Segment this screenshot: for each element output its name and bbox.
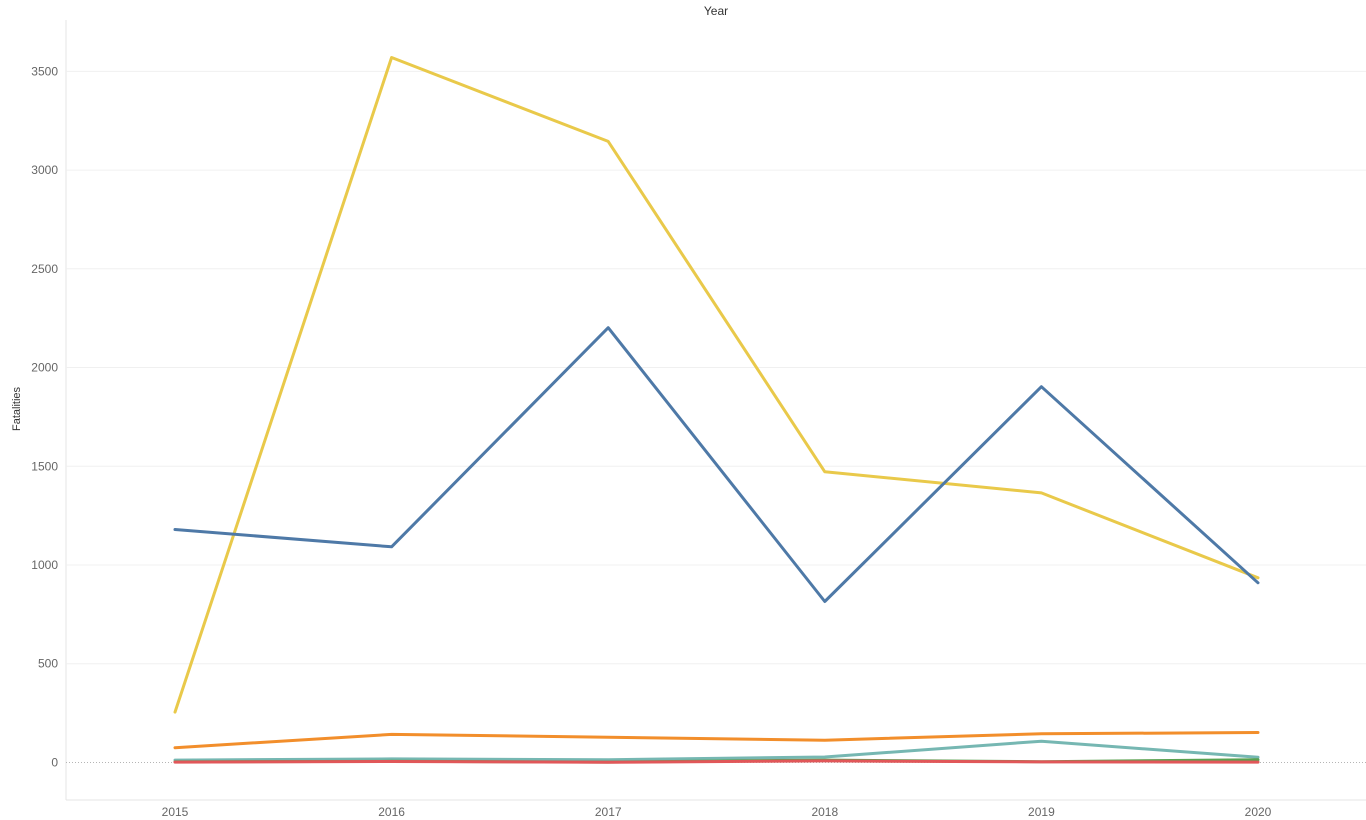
series-line-1: [173, 56, 1260, 714]
series-line-4: [173, 739, 1260, 762]
plot-area: 0 500 1000 1500 2000 2500 3000 3500 2015 2016 2017…: [31, 20, 1366, 819]
series-line-3: [173, 731, 1260, 750]
y-tick-label: 2000: [31, 361, 58, 375]
y-tick-label: 0: [51, 755, 58, 769]
x-tick-label: 2017: [595, 805, 622, 819]
y-axis-title: Fatalities: [11, 386, 23, 431]
x-tick-label: 2018: [811, 805, 838, 819]
x-tick-label: 2020: [1245, 805, 1272, 819]
y-tick-label: 2500: [31, 262, 58, 276]
series-line-6: [173, 759, 1260, 764]
series-line-2: [173, 326, 1260, 603]
x-tick-label: 2016: [378, 805, 405, 819]
x-tick-label: 2015: [162, 805, 189, 819]
column-title: Year: [704, 4, 728, 18]
y-tick-label: 3000: [31, 163, 58, 177]
x-tick-label: 2019: [1028, 805, 1055, 819]
y-tick-label: 1000: [31, 558, 58, 572]
y-tick-label: 500: [38, 657, 58, 671]
y-tick-label: 3500: [31, 64, 58, 78]
y-tick-label: 1500: [31, 459, 58, 473]
